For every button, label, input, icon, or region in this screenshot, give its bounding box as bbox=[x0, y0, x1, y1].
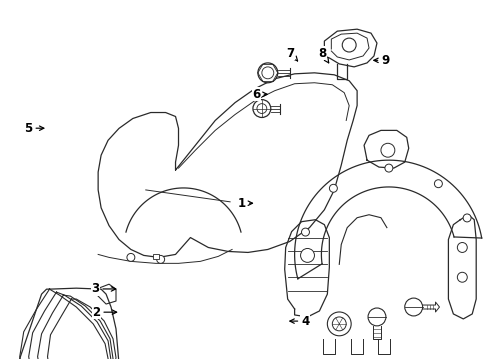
Text: 7: 7 bbox=[286, 47, 297, 61]
Circle shape bbox=[332, 317, 346, 331]
Circle shape bbox=[384, 164, 392, 172]
Text: 6: 6 bbox=[252, 88, 266, 101]
Circle shape bbox=[301, 228, 309, 236]
Circle shape bbox=[256, 104, 266, 113]
Circle shape bbox=[300, 248, 314, 262]
Circle shape bbox=[367, 308, 385, 326]
Circle shape bbox=[262, 67, 273, 79]
Text: 4: 4 bbox=[289, 315, 308, 328]
Text: 3: 3 bbox=[91, 283, 116, 296]
Text: 2: 2 bbox=[92, 306, 117, 319]
Circle shape bbox=[456, 272, 467, 282]
Circle shape bbox=[257, 63, 277, 83]
Text: 8: 8 bbox=[317, 47, 328, 63]
Text: 5: 5 bbox=[24, 122, 44, 135]
Circle shape bbox=[404, 298, 422, 316]
Circle shape bbox=[326, 312, 350, 336]
Circle shape bbox=[127, 253, 135, 261]
Circle shape bbox=[433, 180, 442, 188]
Circle shape bbox=[329, 184, 337, 192]
Circle shape bbox=[342, 38, 355, 52]
Circle shape bbox=[252, 100, 270, 117]
Text: 9: 9 bbox=[373, 54, 388, 67]
Text: 1: 1 bbox=[238, 197, 252, 210]
Circle shape bbox=[380, 143, 394, 157]
Circle shape bbox=[456, 243, 467, 252]
Circle shape bbox=[156, 255, 164, 264]
Circle shape bbox=[462, 214, 470, 222]
Bar bbox=[152, 255, 158, 260]
